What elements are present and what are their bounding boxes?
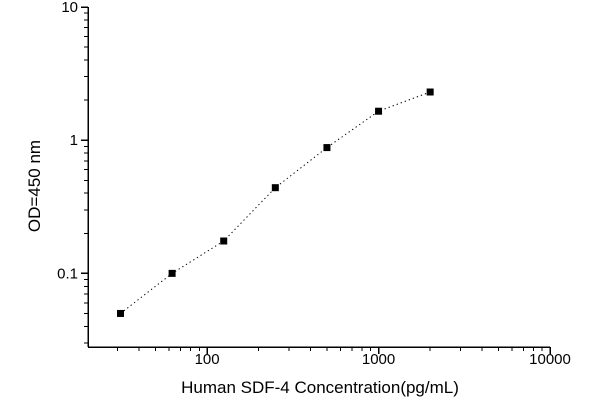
data-point-marker — [375, 107, 383, 115]
y-tick-label: 0.1 — [57, 265, 78, 282]
x-axis-title: Human SDF-4 Concentration(pg/mL) — [181, 378, 459, 397]
data-point-marker — [426, 88, 434, 96]
data-point-marker — [168, 269, 176, 277]
data-point-marker — [116, 309, 124, 317]
data-point-marker — [323, 144, 331, 152]
data-series-line — [120, 91, 431, 314]
data-point-marker — [220, 237, 228, 245]
y-axis-title: OD=450 nm — [25, 140, 44, 232]
y-tick-label: 10 — [61, 0, 78, 16]
x-tick-label: 1000 — [362, 351, 395, 368]
data-point-marker — [271, 184, 279, 192]
plot-area: 100 1000 10000 10 1 0.1 — [57, 0, 571, 368]
y-tick-label: 1 — [70, 132, 78, 149]
x-tick-label: 10000 — [529, 351, 571, 368]
x-tick-label: 100 — [195, 351, 220, 368]
